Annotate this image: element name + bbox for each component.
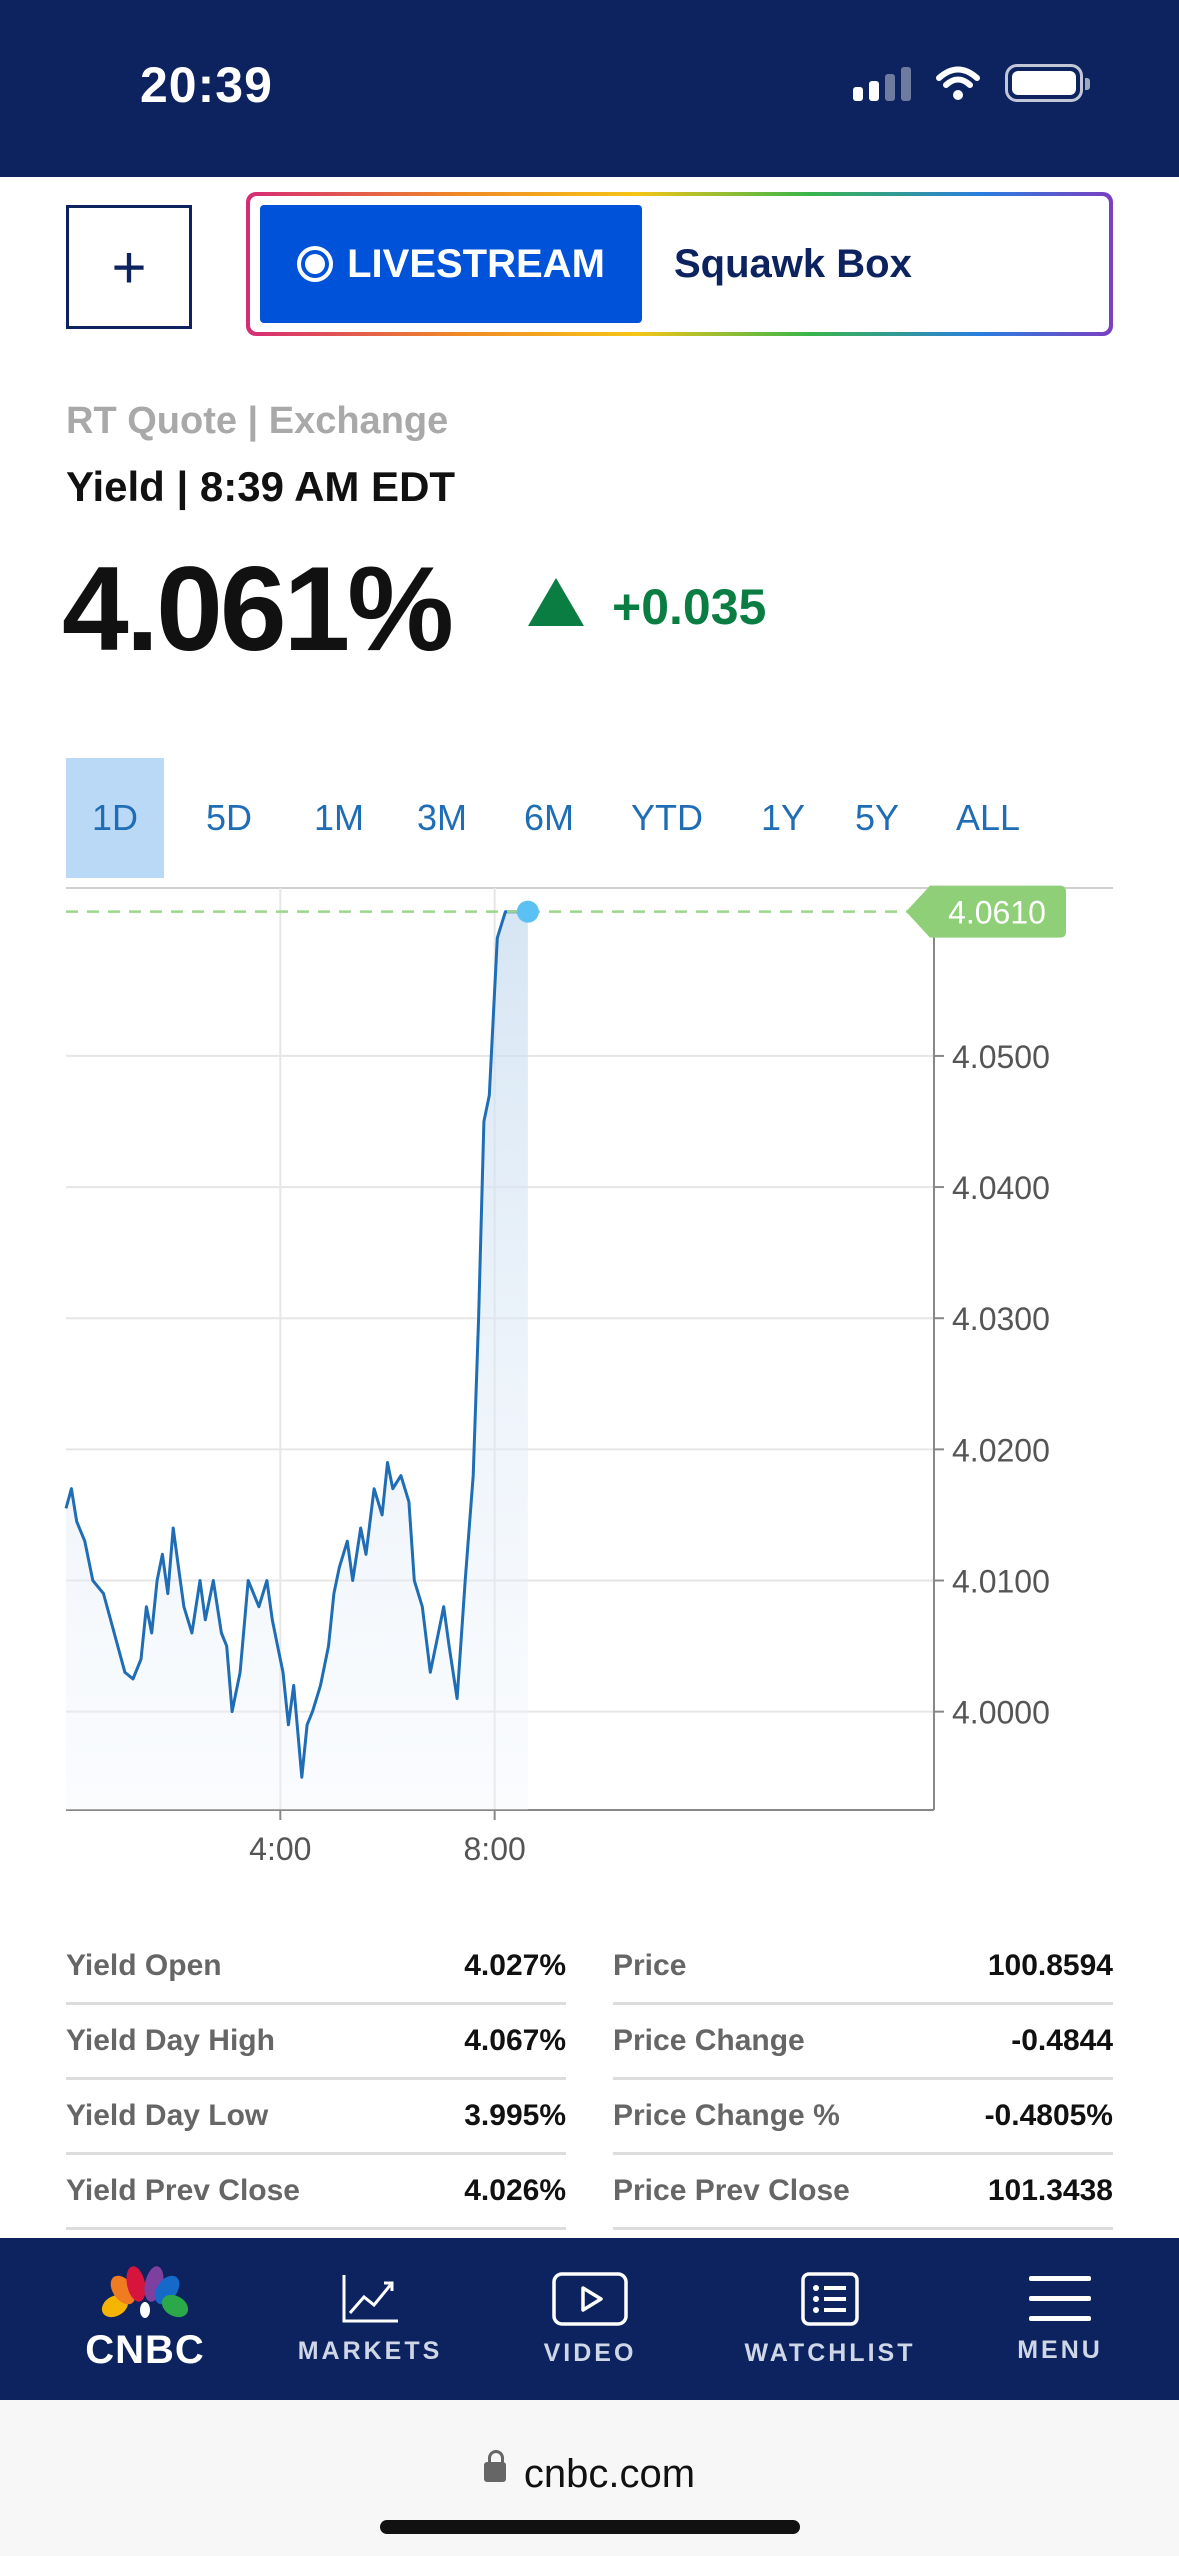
stat-label: Price Prev Close: [613, 2174, 850, 2207]
chart-line-icon: [342, 2274, 398, 2322]
nav-markets[interactable]: MARKETS: [290, 2238, 450, 2400]
cnbc-peacock-icon: [101, 2265, 189, 2318]
yield-chart-svg: 4.0500 4.0400 4.0300 4.0200 4.0100 4.0000 4:00…: [64, 885, 1113, 1867]
nav-markets-label: MARKETS: [297, 2336, 443, 2365]
y-tick-label: 4.0000: [952, 1695, 1050, 1731]
quote-source: RT Quote | Exchange: [66, 400, 449, 442]
current-value-badge: [906, 885, 1066, 938]
y-tick-label: 4.0200: [952, 1432, 1050, 1468]
stat-label: Yield Day Low: [66, 2099, 269, 2132]
nav-watchlist-label: WATCHLIST: [744, 2338, 916, 2367]
url-display[interactable]: cnbc.com: [0, 2450, 1179, 2497]
nav-video[interactable]: VIDEO: [510, 2238, 670, 2400]
livestream-label: LIVESTREAM: [347, 241, 605, 286]
yield-change: +0.035: [612, 579, 767, 635]
nav-video-label: VIDEO: [543, 2338, 637, 2367]
stat-value: 3.995%: [464, 2099, 566, 2132]
tab-1d[interactable]: 1D: [66, 758, 164, 878]
cellular-signal-icon: [853, 65, 911, 101]
stat-row: Yield Day High 4.067%: [66, 2005, 566, 2080]
stat-label: Price Change %: [613, 2099, 840, 2132]
stat-value: -0.4805%: [984, 2099, 1113, 2132]
stat-row: Price Prev Close 101.3438: [613, 2155, 1113, 2230]
stat-value: 4.026%: [464, 2174, 566, 2207]
wifi-icon: [936, 66, 980, 100]
stat-row: Price Change -0.4844: [613, 2005, 1113, 2080]
stat-row: Price 100.8594: [613, 1930, 1113, 2005]
x-tick-label: 4:00: [249, 1831, 311, 1867]
yield-timestamp: Yield | 8:39 AM EDT: [66, 463, 456, 510]
tab-5y[interactable]: 5Y: [854, 797, 900, 838]
stat-value: 101.3438: [987, 2174, 1113, 2207]
stat-row: Yield Prev Close 4.026%: [66, 2155, 566, 2230]
stat-label: Yield Prev Close: [66, 2174, 300, 2207]
url-text: cnbc.com: [523, 2452, 696, 2496]
yield-value: 4.061%: [62, 542, 454, 676]
up-arrow-icon: [528, 578, 584, 626]
cnbc-logo-text: CNBC: [85, 2327, 205, 2372]
live-radio-icon: [297, 246, 334, 282]
stat-label: Yield Open: [66, 1949, 222, 1982]
tab-ytd[interactable]: YTD: [631, 797, 703, 838]
hamburger-icon: [1029, 2275, 1091, 2321]
range-tabs: 1D 5D 1M 3M 6M YTD 1Y 5Y ALL: [66, 758, 1113, 878]
home-indicator[interactable]: [380, 2520, 800, 2534]
tab-1y[interactable]: 1Y: [760, 797, 806, 838]
nav-menu-label: MENU: [1017, 2335, 1103, 2364]
series-line: [64, 910, 529, 1779]
bottom-nav: CNBC MARKETS VIDEO WATCHLIST MENU: [0, 2238, 1179, 2400]
y-tick-label: 4.0400: [952, 1170, 1050, 1206]
stat-value: 100.8594: [987, 1949, 1113, 1982]
tab-6m[interactable]: 6M: [523, 797, 574, 838]
stat-label: Price: [613, 1949, 687, 1982]
stats-left-column: Yield Open 4.027% Yield Day High 4.067% Yi…: [66, 1930, 566, 2230]
stat-label: Yield Day High: [66, 2024, 275, 2057]
livestream-button[interactable]: LIVESTREAM: [260, 205, 642, 323]
nav-watchlist[interactable]: WATCHLIST: [735, 2238, 925, 2400]
stat-value: 4.027%: [464, 1949, 566, 1982]
y-tick-label: 4.0100: [952, 1564, 1050, 1600]
x-tick-label: 8:00: [464, 1831, 526, 1867]
stat-label: Price Change: [613, 2024, 805, 2057]
stat-value: 4.067%: [464, 2024, 566, 2057]
show-name[interactable]: Squawk Box: [674, 241, 912, 286]
stat-row: Yield Day Low 3.995%: [66, 2080, 566, 2155]
tab-1m[interactable]: 1M: [313, 797, 364, 838]
list-icon: [801, 2271, 859, 2326]
tab-all[interactable]: ALL: [955, 797, 1021, 838]
y-tick-label: 4.0300: [952, 1301, 1050, 1337]
tab-3m[interactable]: 3M: [416, 797, 467, 838]
play-icon: [552, 2271, 628, 2326]
stat-row: Yield Open 4.027%: [66, 1930, 566, 2005]
series-area: [66, 911, 528, 1810]
battery-icon: [1005, 64, 1090, 102]
current-value-marker: [516, 900, 539, 923]
status-bar: 20:39: [0, 0, 1179, 177]
stat-row: Price Change % -0.4805%: [613, 2080, 1113, 2155]
y-tick-label: 4.0500: [952, 1039, 1050, 1075]
stat-value: -0.4844: [1011, 2024, 1113, 2057]
status-icons: [853, 64, 1090, 102]
livestream-banner[interactable]: LIVESTREAM Squawk Box: [246, 192, 1113, 336]
stats-right-column: Price 100.8594 Price Change -0.4844 Price …: [613, 1930, 1113, 2230]
add-to-watchlist-button[interactable]: +: [66, 205, 192, 329]
lock-icon: [483, 2450, 506, 2483]
current-value-label: 4.0610: [948, 895, 1046, 931]
yield-chart[interactable]: 4.0500 4.0400 4.0300 4.0200 4.0100 4.0000 4:00…: [0, 880, 1179, 1900]
cnbc-home-button[interactable]: CNBC: [70, 2238, 220, 2400]
nav-menu[interactable]: MENU: [990, 2238, 1130, 2400]
tab-5d[interactable]: 5D: [205, 797, 253, 838]
status-time: 20:39: [140, 57, 273, 113]
